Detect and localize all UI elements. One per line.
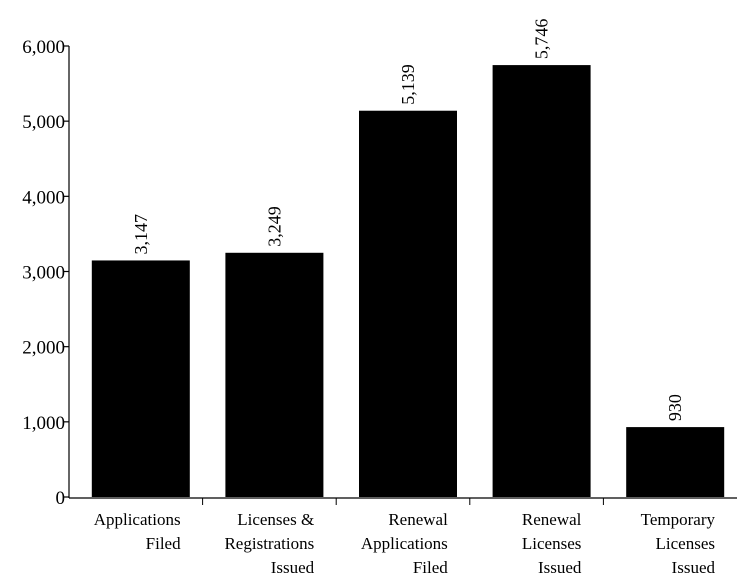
y-tick-label: 4,000 <box>22 187 65 208</box>
bar <box>492 65 591 497</box>
x-category-label-line: Licenses & <box>237 510 314 529</box>
bar-value-label: 3,249 <box>264 206 284 247</box>
x-category-label-line: Issued <box>271 558 315 577</box>
x-category-label: Renewal Licenses Issued <box>522 510 582 577</box>
x-category-label-line: Renewal <box>522 510 582 529</box>
chart-labels: 3,147 Applications Filed 3,249 Licenses & Reg… <box>94 19 716 577</box>
x-category-label: Temporary Licenses Issued <box>641 510 716 577</box>
x-category-label-line: Applications <box>94 510 181 529</box>
chart-axes: 0 1,000 2,000 3,000 4,000 5,000 6,000 <box>22 37 737 509</box>
y-tick-label: 5,000 <box>22 112 65 133</box>
x-category-label-line: Issued <box>538 558 582 577</box>
bar <box>626 427 725 497</box>
y-tick-label: 0 <box>56 488 66 509</box>
x-category-label: Licenses & Registrations Issued <box>224 510 314 577</box>
bar-value-label: 930 <box>665 394 685 421</box>
x-category-label-line: Licenses <box>656 534 715 553</box>
bar <box>91 260 190 497</box>
bar-value-label: 3,147 <box>131 214 151 255</box>
bar-value-label: 5,746 <box>532 19 552 60</box>
x-category-label-line: Renewal <box>388 510 448 529</box>
bar-value-label: 5,139 <box>398 64 418 105</box>
bar <box>225 252 324 497</box>
x-category-label: Applications Filed <box>94 510 181 553</box>
bar <box>359 110 457 497</box>
y-tick-label: 6,000 <box>22 37 65 58</box>
x-category-label-line: Temporary <box>641 510 716 529</box>
y-tick-label: 1,000 <box>22 413 65 434</box>
chart-bars <box>91 65 725 497</box>
x-category-label-line: Issued <box>672 558 716 577</box>
x-category-label-line: Licenses <box>522 534 581 553</box>
y-tick-label: 2,000 <box>22 338 65 359</box>
x-category-label-line: Filed <box>413 558 448 577</box>
x-category-label-line: Filed <box>146 534 181 553</box>
x-category-label: Renewal Applications Filed <box>361 510 448 577</box>
y-tick-label: 3,000 <box>22 263 65 284</box>
x-category-label-line: Registrations <box>224 534 314 553</box>
x-category-label-line: Applications <box>361 534 448 553</box>
